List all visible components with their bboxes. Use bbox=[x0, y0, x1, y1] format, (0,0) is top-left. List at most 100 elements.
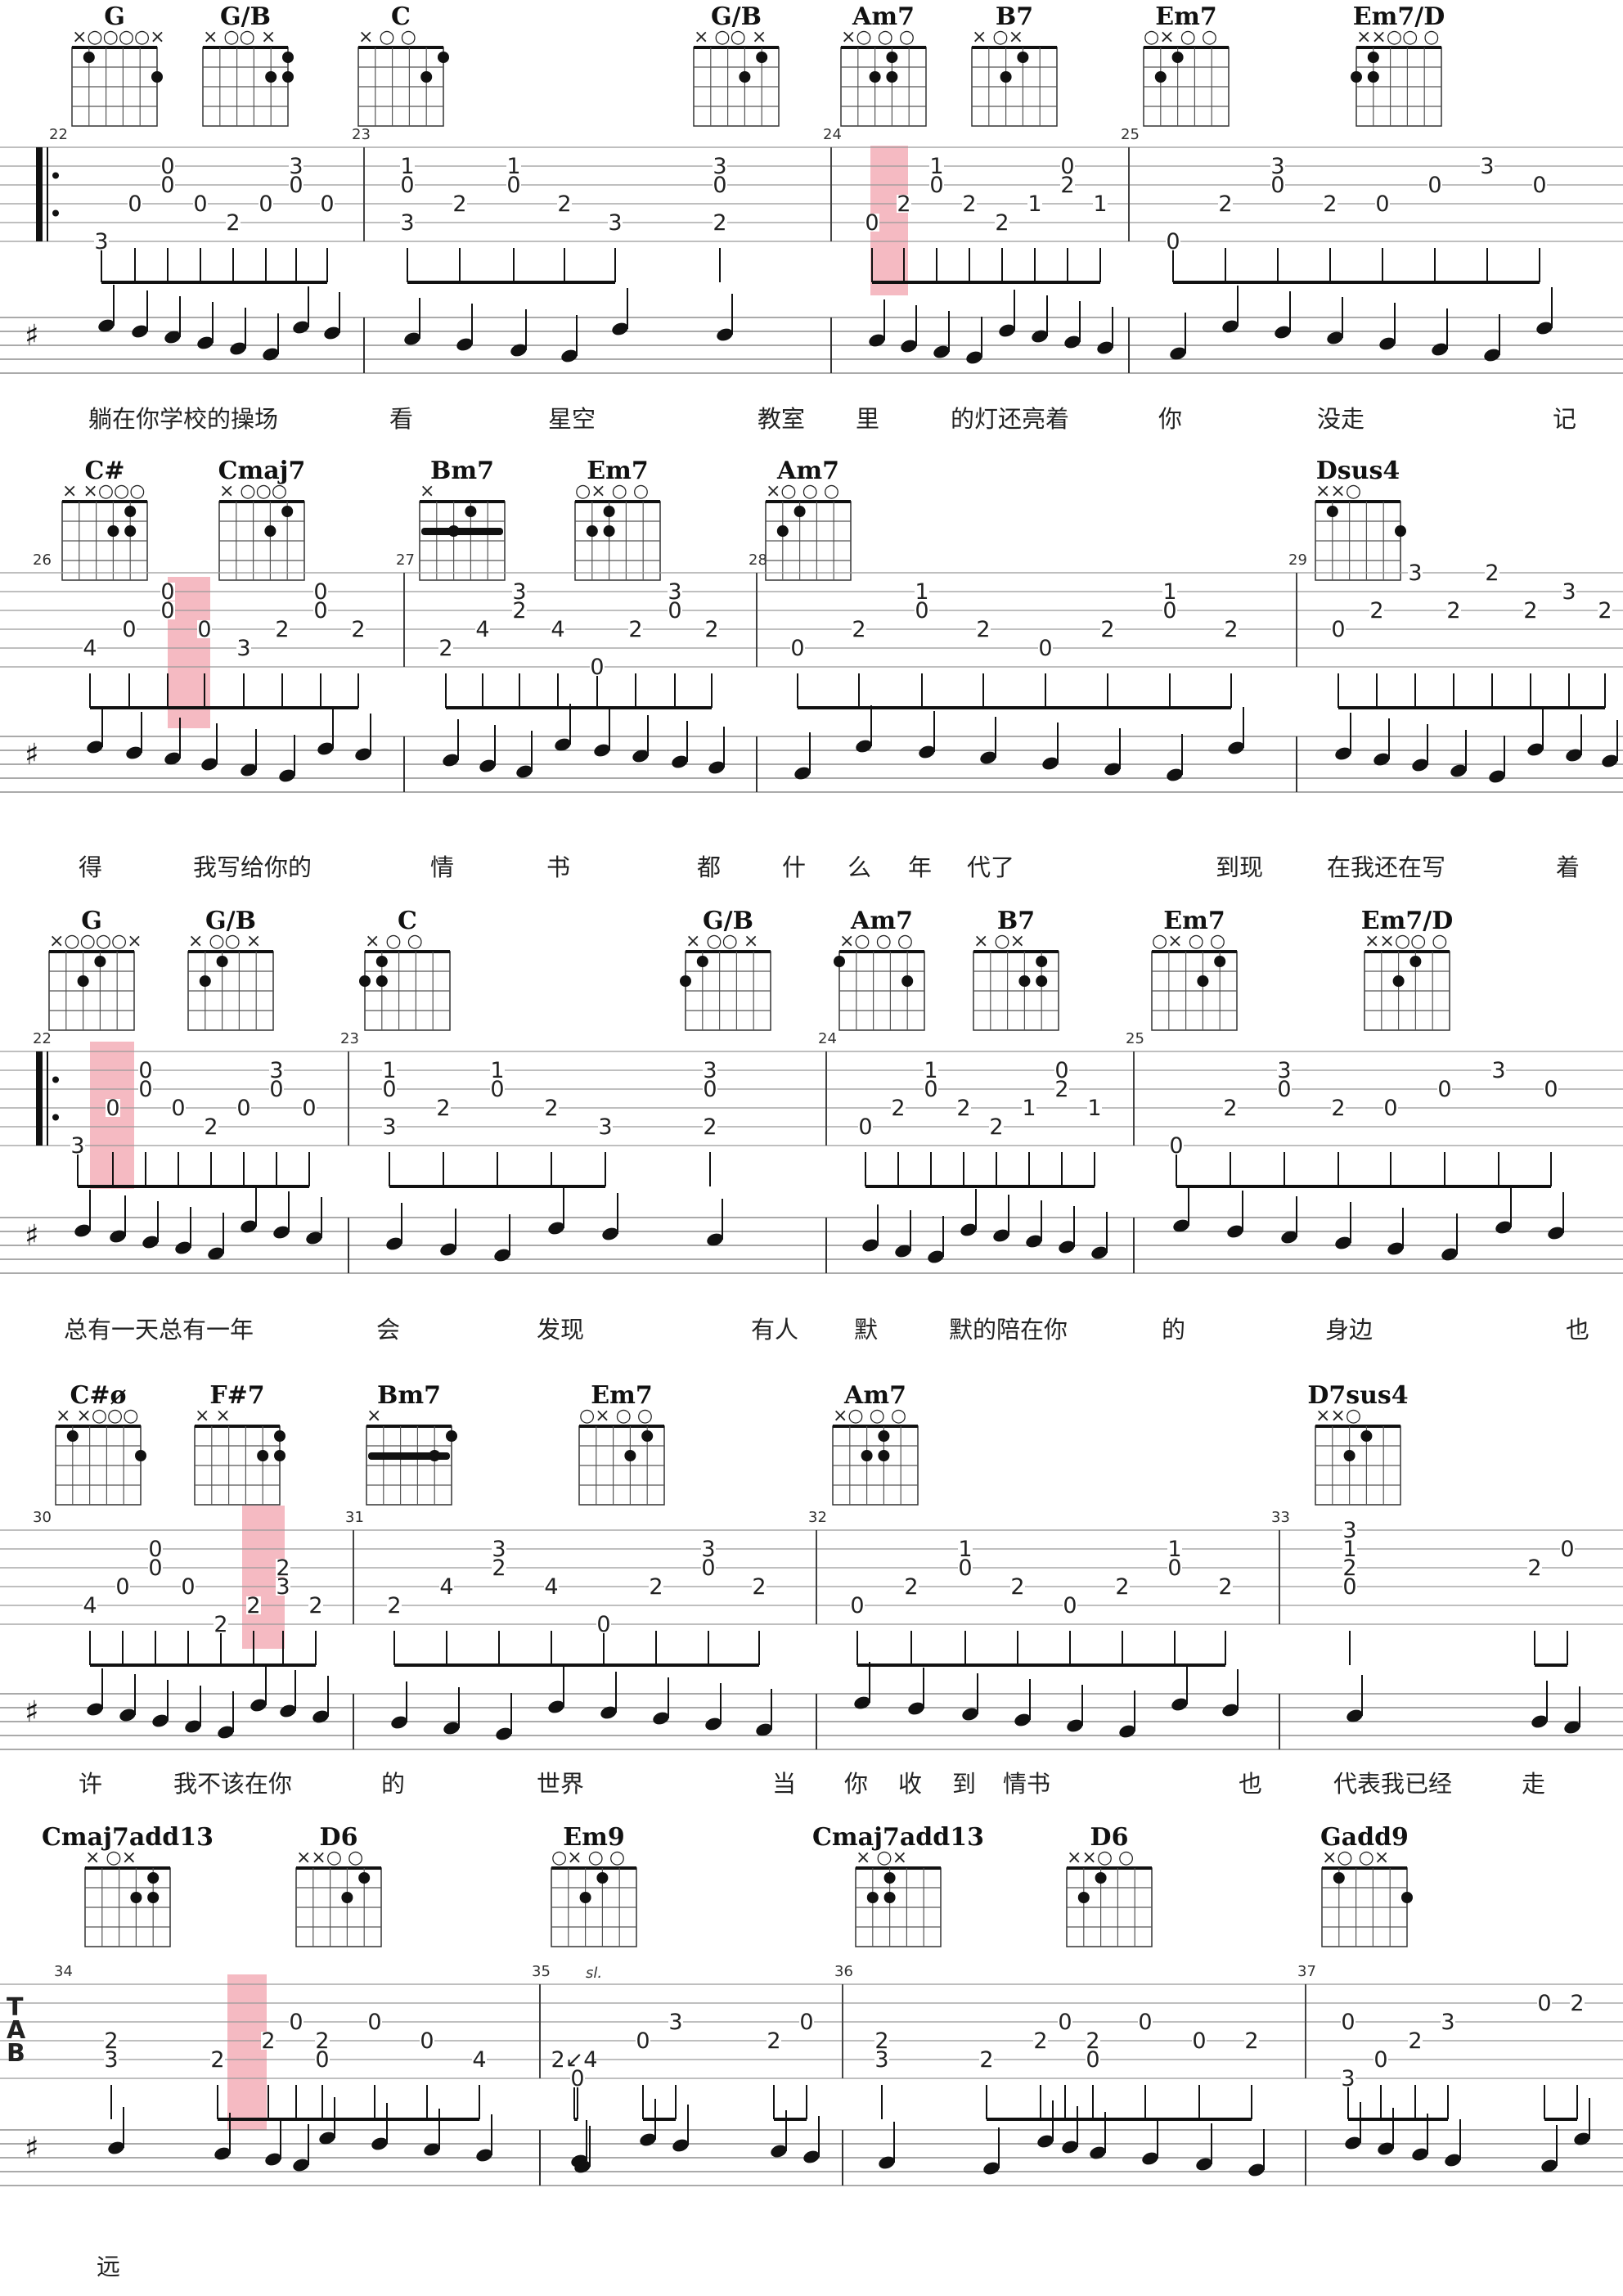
chord-name: C bbox=[398, 907, 417, 935]
tab-fret-number: 2 bbox=[979, 2047, 993, 2073]
tab-note-bg bbox=[1224, 620, 1239, 638]
chord-finger-dot bbox=[77, 975, 89, 987]
chord-finger-dot bbox=[107, 525, 119, 537]
chord-finger-dot bbox=[265, 71, 277, 83]
chord-finger-dot bbox=[883, 1872, 896, 1884]
tab-fret-number: 2 bbox=[1598, 598, 1612, 624]
measure-number: 32 bbox=[808, 1509, 827, 1526]
chord-finger-dot bbox=[375, 975, 388, 987]
tab-note-bg bbox=[269, 1080, 284, 1098]
chord-finger-dot bbox=[151, 71, 163, 83]
chord-diagram: Em7○× ○ ○ bbox=[1151, 907, 1238, 1031]
lyric-syllables: 也 bbox=[1566, 1316, 1589, 1344]
note-head bbox=[1171, 1698, 1188, 1711]
tab-fret-number: 3 bbox=[1342, 1518, 1356, 1543]
chord-finger-dot bbox=[901, 975, 914, 987]
tab-note-bg bbox=[1544, 1080, 1558, 1098]
note-head bbox=[1042, 757, 1059, 770]
tab-fret-number: 0 bbox=[313, 579, 327, 605]
chord-finger-dot bbox=[579, 1892, 591, 1903]
chord-diagram: Gadd9×○ ○× bbox=[1320, 1823, 1413, 1947]
tab-fret-number: 0 bbox=[259, 191, 272, 217]
chord-open-mute-markers: × ○○ × bbox=[686, 931, 758, 952]
chord-open-mute-markers: × ○ ○ bbox=[358, 27, 416, 47]
tab-note-bg bbox=[160, 176, 175, 194]
note-head bbox=[561, 349, 578, 362]
note-head bbox=[164, 752, 181, 765]
tab-note-bg bbox=[475, 620, 490, 638]
tab-fret-number: 2 bbox=[557, 191, 571, 217]
note-head bbox=[1445, 2154, 1461, 2167]
chord-open-mute-markers: ×○○○○× bbox=[72, 27, 165, 47]
chord-finger-dot bbox=[680, 975, 691, 987]
lyric-syllables: 里 bbox=[856, 405, 879, 433]
tab-note-bg bbox=[904, 1578, 919, 1596]
note-head bbox=[756, 1723, 772, 1736]
tab-note-bg bbox=[289, 2013, 303, 2031]
note-head bbox=[612, 322, 628, 335]
key-signature-sharp: ♯ bbox=[25, 2132, 38, 2165]
tab-fret-number: 3 bbox=[94, 229, 108, 254]
tab-fret-number: 3 bbox=[400, 210, 414, 236]
tab-fret-number: 1 bbox=[915, 579, 928, 605]
lyric-syllables: 躺在你学校的操场 bbox=[88, 405, 278, 433]
tab-fret-number: 3 bbox=[598, 1114, 612, 1140]
system-3: G ×○○○○× G/B × ○○ × C × ○ ○ G/B × ○○ × Am7 ×○ ○ ○… bbox=[0, 904, 1623, 1379]
tab-fret-number: 2 bbox=[1010, 1574, 1024, 1600]
chord-name: Am7 bbox=[843, 1381, 906, 1410]
note-head bbox=[1064, 335, 1081, 349]
tab-fret-number: 0 bbox=[148, 1555, 162, 1581]
tab-fret-number: 0 bbox=[1375, 191, 1389, 217]
tab-note-bg bbox=[193, 195, 208, 213]
tab-fret-number: 3 bbox=[874, 2047, 888, 2073]
tab-fret-number: 0 bbox=[193, 191, 207, 217]
tab-fret-number: 3 bbox=[269, 1058, 283, 1083]
note-head bbox=[803, 2150, 820, 2163]
chord-name: Bm7 bbox=[430, 457, 494, 485]
lyric-syllables: 代了 bbox=[967, 853, 1014, 881]
measure-number: 36 bbox=[834, 1963, 853, 1980]
tab-note-bg bbox=[1054, 1080, 1069, 1098]
lyric-syllables: 许 bbox=[79, 1770, 102, 1798]
chord-finger-dot bbox=[199, 975, 211, 987]
tab-fret-number: 0 bbox=[148, 1537, 162, 1562]
note-head bbox=[1345, 2136, 1361, 2150]
tab-note-bg bbox=[492, 1540, 506, 1558]
note-head bbox=[1541, 2159, 1558, 2172]
tab-fret-number: 2 bbox=[649, 1574, 663, 1600]
measure-number: 23 bbox=[352, 126, 371, 143]
note-head bbox=[1196, 2158, 1212, 2171]
tab-note-bg bbox=[1270, 157, 1285, 175]
tab-fret-number: 2 bbox=[512, 598, 526, 624]
note-head bbox=[319, 2132, 335, 2145]
note-head bbox=[1167, 768, 1183, 781]
chord-finger-dot bbox=[1395, 525, 1406, 537]
lyric-syllables: 我不该在你 bbox=[173, 1770, 292, 1798]
tab-note-bg bbox=[148, 1559, 163, 1577]
key-signature-sharp: ♯ bbox=[25, 1695, 38, 1729]
chord-open-mute-markers: ××○○ ○ bbox=[1364, 931, 1447, 952]
note-head bbox=[391, 1716, 407, 1729]
tab-fret-number: 0 bbox=[313, 598, 327, 624]
tab-fret-number: 0 bbox=[1167, 1555, 1181, 1581]
tab-fret-number: 0 bbox=[1560, 1537, 1574, 1562]
tab-note-bg bbox=[995, 214, 1009, 232]
note-head bbox=[516, 765, 533, 778]
system-1: G ×○○○○× G/B × ○○ × C × ○ ○ G/B × ○○ × Am7 ×○ ○ ○… bbox=[0, 0, 1623, 446]
tab-note-bg bbox=[649, 1578, 663, 1596]
chord-finger-dot bbox=[274, 1430, 285, 1442]
chord-diagram: G/B× ○○ × bbox=[202, 2, 294, 127]
tab-fret-number: 0 bbox=[1373, 2047, 1387, 2073]
tab-fret-number: 3 bbox=[1277, 1058, 1291, 1083]
note-head bbox=[317, 742, 334, 755]
note-head bbox=[854, 1696, 870, 1709]
tab-fret-number: 2 bbox=[1060, 173, 1074, 198]
tab-note-bg bbox=[315, 2032, 330, 2050]
tab-note-bg bbox=[259, 195, 273, 213]
repeat-dot bbox=[52, 1114, 59, 1121]
chord-open-mute-markers: ×○ ○ ○ bbox=[766, 481, 839, 502]
chord-finger-dot bbox=[282, 71, 294, 83]
tab-note-bg bbox=[1087, 1099, 1102, 1117]
tab-fret-number: 0 bbox=[171, 1096, 185, 1121]
tab-note-bg bbox=[1138, 2013, 1153, 2031]
